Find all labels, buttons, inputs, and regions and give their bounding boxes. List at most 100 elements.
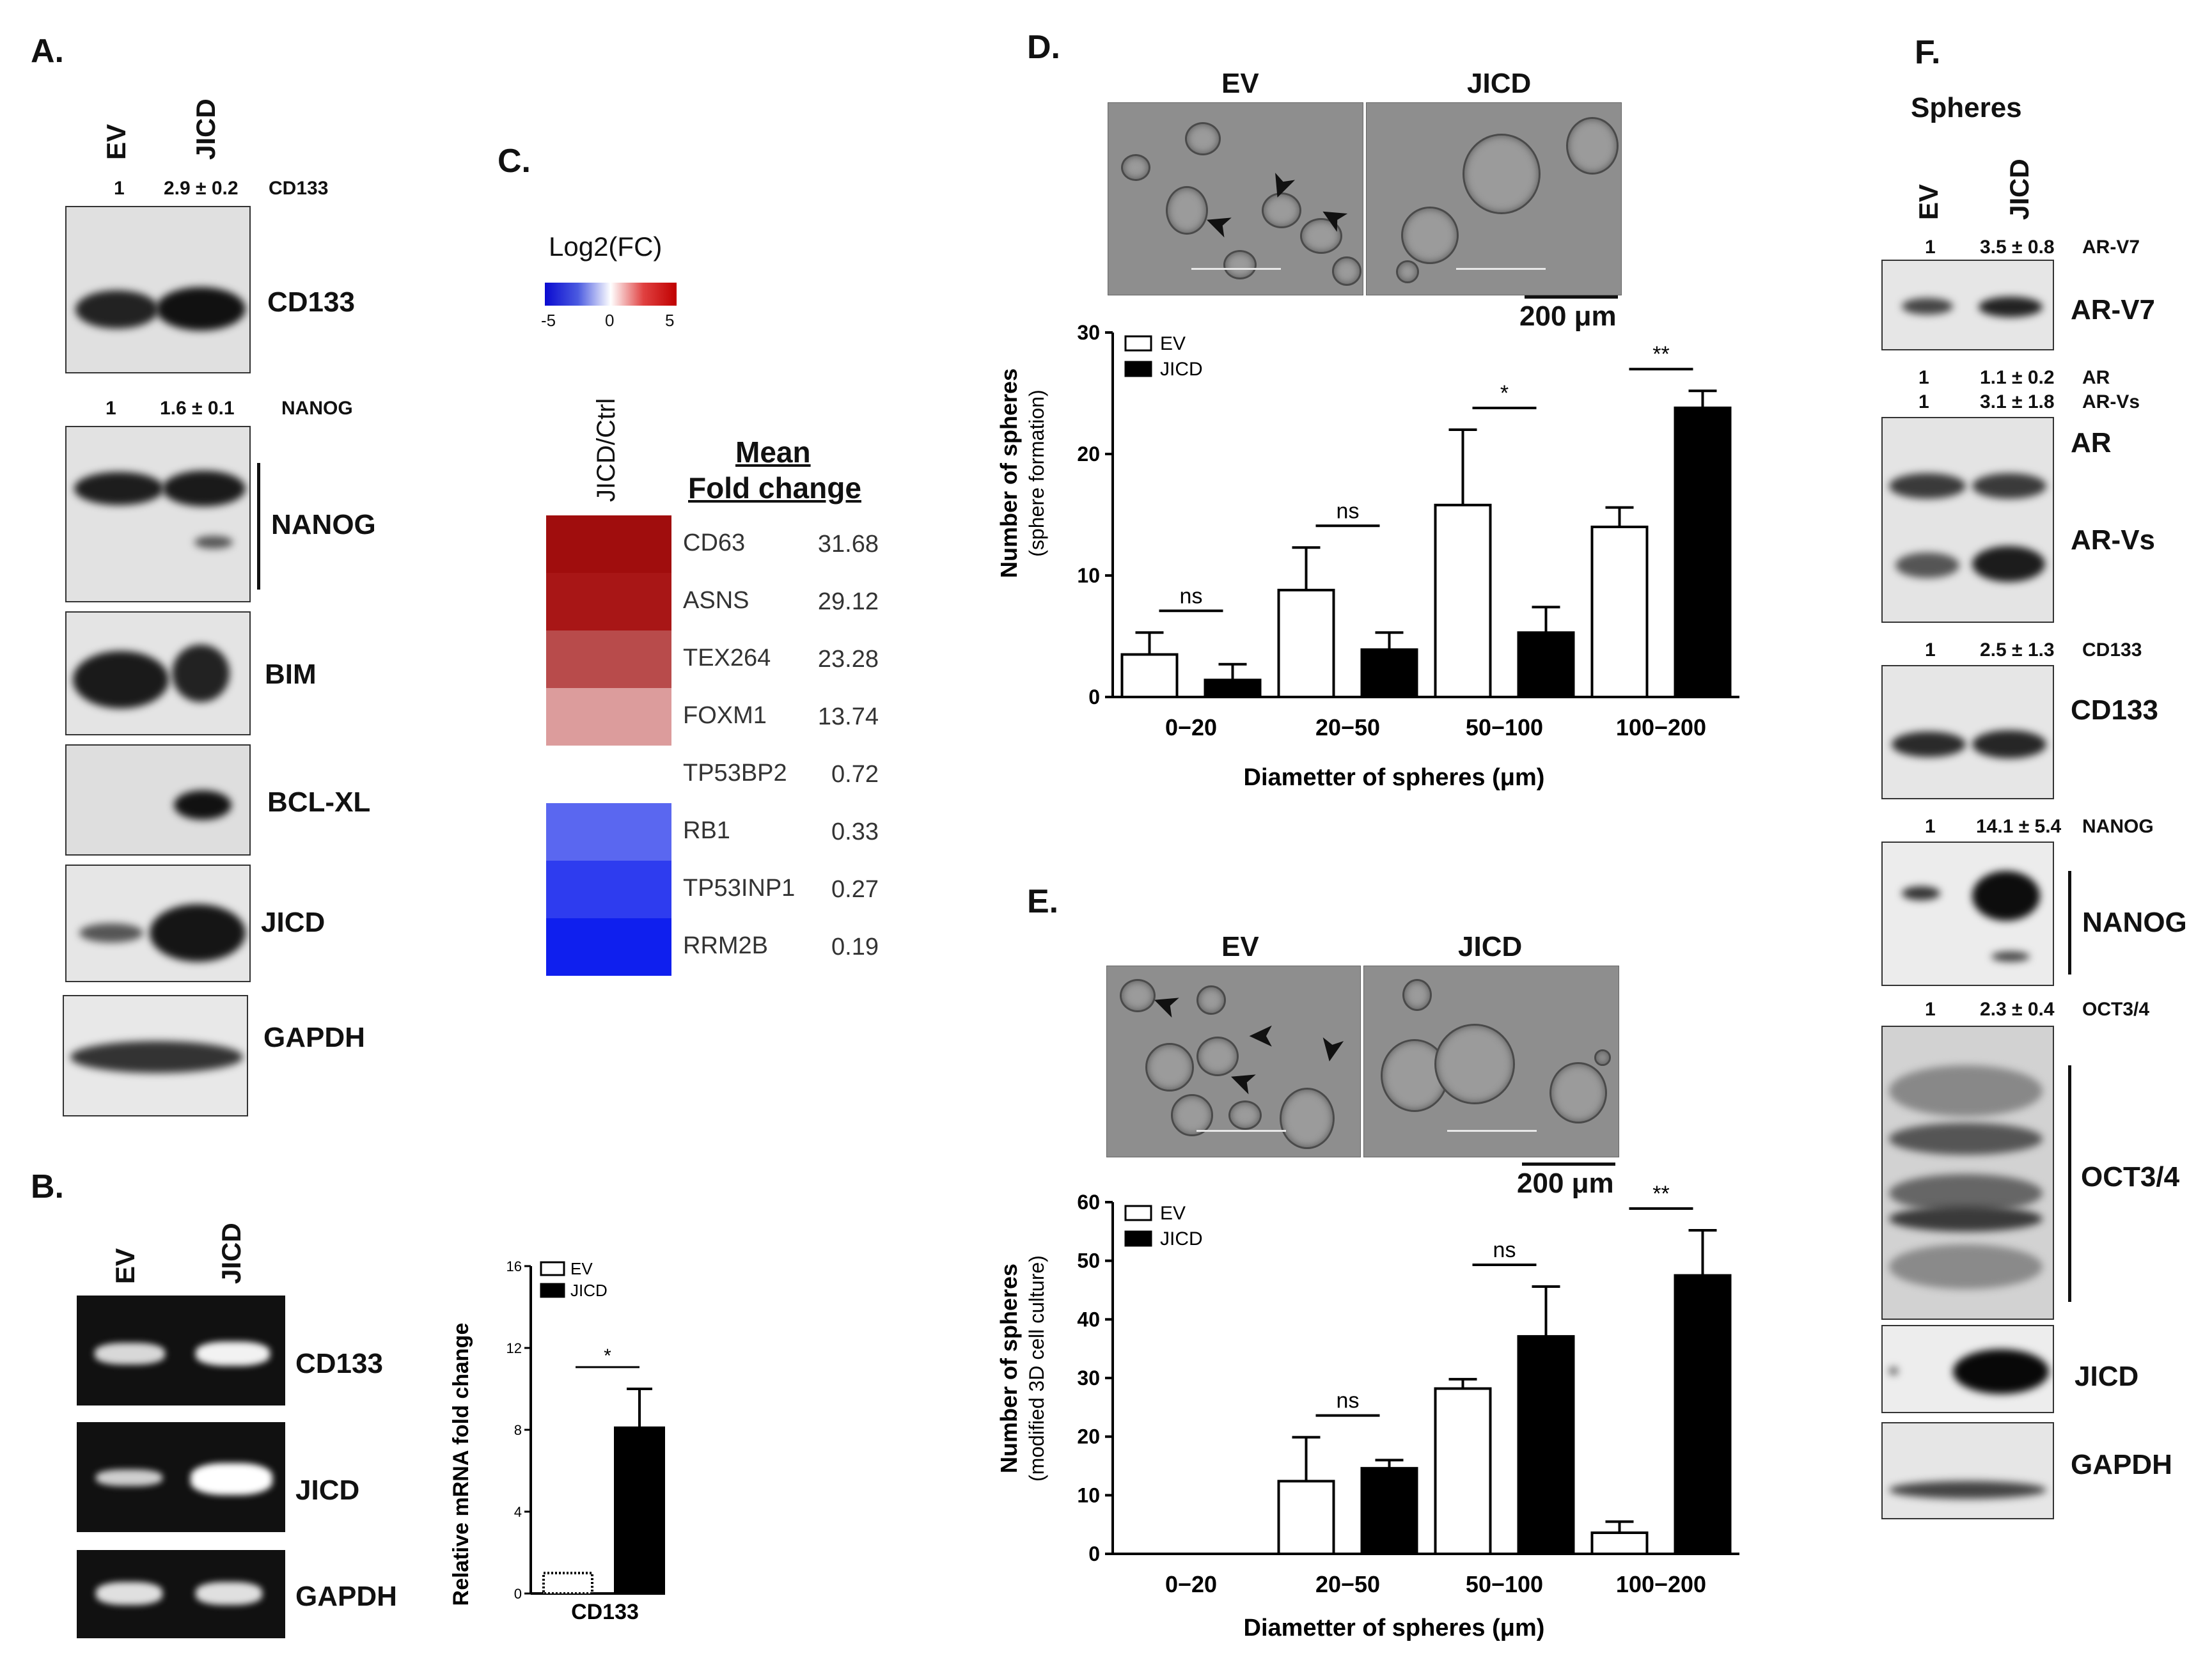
x-tick-label: 20−50 — [1315, 1571, 1380, 1597]
colorbar-tick: 5 — [665, 311, 675, 330]
bar-ev — [1434, 1387, 1492, 1555]
quant-ev: 1 — [1918, 391, 1929, 412]
legend-swatch-ev — [1124, 1205, 1152, 1221]
fold-change-value: 0.19 — [831, 934, 879, 960]
fold-change-value: 0.33 — [831, 818, 879, 845]
quant-ev: 1 — [106, 398, 116, 419]
quant-ev: 1 — [1925, 999, 1936, 1020]
image-label-ev: EV — [1221, 931, 1259, 962]
x-tick-label: 20−50 — [1315, 714, 1380, 740]
bar-jicd — [1204, 678, 1262, 699]
quant-jicd: 3.5 ± 0.8 — [1980, 237, 2055, 258]
heatmap-row: CD63 31.68 — [546, 515, 930, 573]
blot-label-ar: AR — [2071, 427, 2112, 458]
chart-d-xlabel: Diametter of spheres (μm) — [1244, 764, 1545, 791]
quant-name: NANOG — [2082, 816, 2154, 837]
scale-label: 200 μm — [1519, 301, 1617, 332]
blot-cd133 — [65, 206, 251, 373]
y-tick-label: 0 — [1088, 685, 1100, 709]
quant-ev: 1 — [1918, 367, 1929, 388]
quant-ev: 1 — [1925, 816, 1936, 837]
y-tick-label: 50 — [1077, 1249, 1100, 1272]
panel-e-label: E. — [1027, 883, 1059, 920]
blot-jicd — [65, 865, 251, 982]
legend-label: JICD — [570, 1281, 608, 1300]
blot-gapdh — [1881, 1422, 2054, 1519]
heatmap-cell — [546, 515, 671, 573]
chart-e-xlabel: Diametter of spheres (μm) — [1244, 1615, 1545, 1641]
quant-jicd: 14.1 ± 5.4 — [1976, 816, 2062, 837]
colorbar-tick: -5 — [541, 311, 556, 330]
gel-cd133 — [77, 1296, 285, 1406]
table-header-1: Mean — [735, 435, 811, 469]
chart-e: Number of spheres (modified 3D cell cult… — [996, 1182, 1739, 1641]
y-tick-label: 60 — [1077, 1191, 1100, 1214]
y-tick-label: 0 — [1088, 1542, 1100, 1565]
y-tick-label: 8 — [514, 1422, 522, 1438]
quant-jicd: 2.3 ± 0.4 — [1980, 999, 2055, 1020]
gel-jicd — [77, 1422, 285, 1532]
legend-label: JICD — [1160, 359, 1203, 380]
fold-change-value: 31.68 — [817, 531, 879, 558]
panel-b-label: B. — [31, 1168, 64, 1205]
gene-name: TP53BP2 — [683, 760, 787, 787]
panel-f-label: F. — [1915, 34, 1941, 71]
legend-swatch-ev — [1124, 335, 1152, 352]
blot-nanog — [65, 426, 251, 602]
bar-ev — [542, 1572, 593, 1595]
y-tick-label: 0 — [514, 1586, 522, 1602]
micrograph-jicd — [1366, 102, 1622, 295]
gel-label-gapdh: GAPDH — [295, 1581, 397, 1612]
scale-title: Log2(FC) — [549, 231, 663, 262]
micrograph-ev: ➤ ➤ ➤ — [1108, 102, 1363, 295]
panel-f-title: Spheres — [1911, 92, 2022, 123]
bar-jicd — [1674, 406, 1732, 699]
scale-line — [1191, 268, 1281, 270]
heatmap-cell — [546, 803, 671, 861]
quant-name: NANOG — [281, 398, 353, 419]
fold-change-value: 23.28 — [817, 646, 879, 673]
significance-label: ** — [1652, 342, 1669, 366]
y-tick-label: 30 — [1077, 1366, 1100, 1390]
lane-jicd-label: JICD — [191, 98, 221, 160]
bar-ev — [1120, 653, 1179, 698]
heatmap-cell — [546, 746, 671, 803]
column-label: JICD/Ctrl — [592, 398, 620, 502]
legend-swatch-jicd — [540, 1283, 565, 1298]
y-tick-label: 12 — [506, 1340, 522, 1356]
x-tick-label: 50−100 — [1466, 714, 1543, 740]
blot-jicd — [1881, 1325, 2054, 1413]
y-tick-label: 10 — [1077, 1484, 1100, 1507]
blot-label-gapdh: GAPDH — [263, 1022, 365, 1053]
panel-d-label: D. — [1027, 29, 1060, 66]
y-tick-label: 4 — [514, 1504, 522, 1520]
heatmap-row: RRM2B 0.19 — [546, 918, 930, 976]
bracket — [2068, 871, 2071, 975]
gene-name: TP53INP1 — [683, 875, 796, 902]
blot-label-nanog: NANOG — [2082, 907, 2187, 938]
lane-ev-label: EV — [101, 123, 131, 160]
blot-nanog — [1881, 842, 2054, 986]
scale-line — [1456, 268, 1546, 270]
chart-b: Relative mRNA fold change 0 4 8 12 16 * CD133 E… — [449, 1258, 665, 1624]
legend-label: EV — [570, 1259, 593, 1278]
quant-name: AR — [2082, 367, 2110, 388]
bracket — [257, 463, 260, 590]
heatmap-row: FOXM1 13.74 — [546, 688, 930, 746]
blot-label-jicd: JICD — [261, 907, 326, 938]
heatmap-cell — [546, 630, 671, 688]
significance-label: ns — [1493, 1238, 1516, 1262]
significance-label: ns — [1337, 1389, 1360, 1413]
y-tick-label: 20 — [1077, 442, 1100, 466]
chart-d-ylabel2: (sphere formation) — [1025, 389, 1048, 556]
bar-jicd — [1674, 1274, 1732, 1555]
significance-label: * — [1500, 381, 1509, 405]
arrow-icon: ➤ — [1311, 1032, 1353, 1067]
x-tick-label: 50−100 — [1466, 1571, 1543, 1597]
heatmap-cell — [546, 573, 671, 630]
quant-ev: 1 — [1925, 237, 1936, 258]
legend-label: EV — [1160, 333, 1186, 354]
blot-cd133 — [1881, 665, 2054, 799]
y-tick-label: 20 — [1077, 1425, 1100, 1448]
image-label-jicd: JICD — [1467, 68, 1532, 99]
